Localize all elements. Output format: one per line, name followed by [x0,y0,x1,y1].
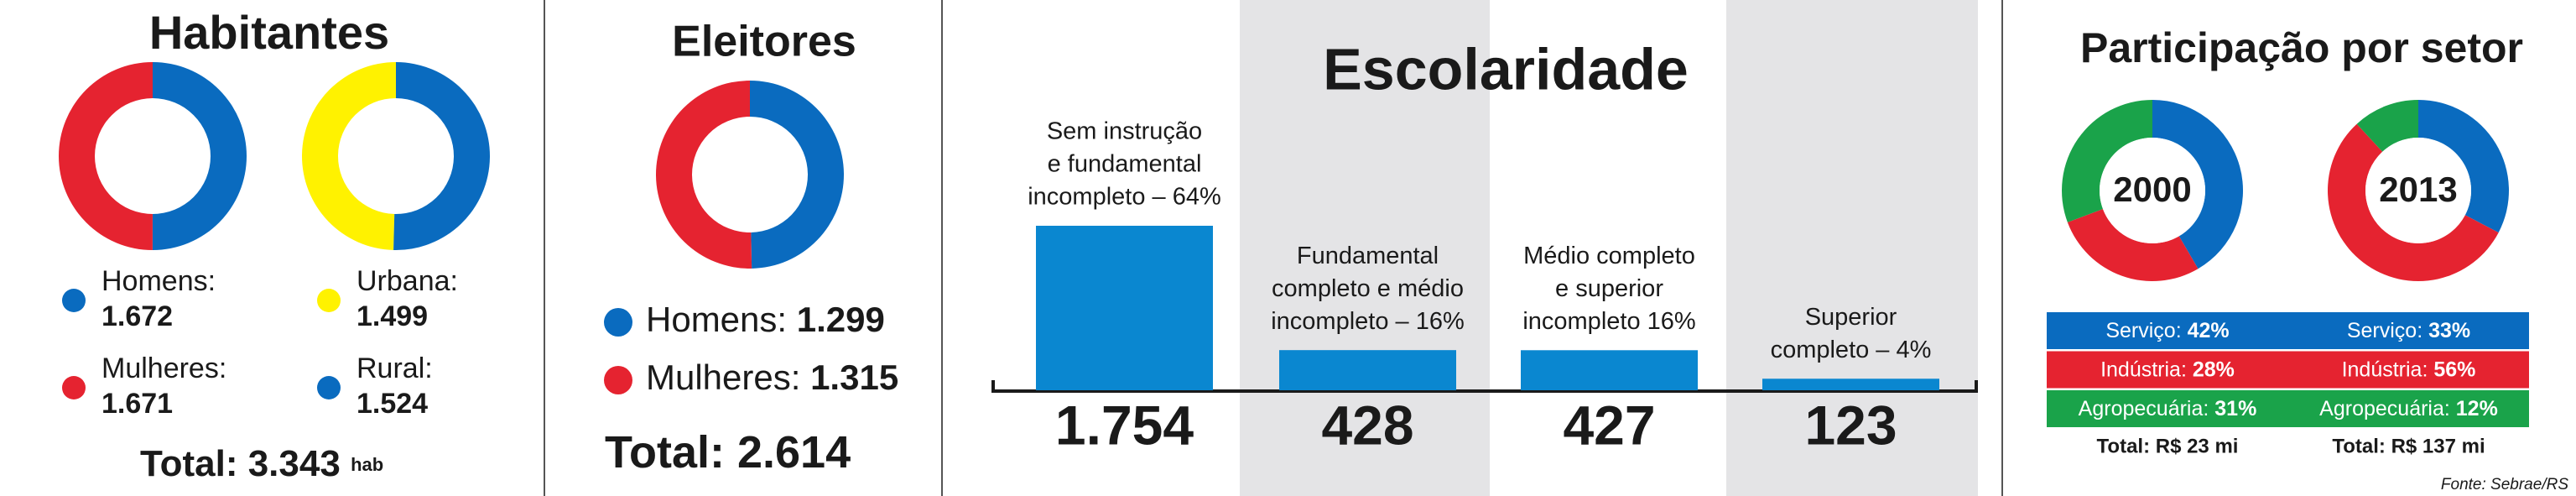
table-entry: Indústria: 56% [2342,358,2476,381]
legend-value: 1.299 [797,300,885,339]
category-label: completo – 4% [1771,337,1932,363]
panel-title: Eleitores [672,18,856,66]
donut-slice [655,81,752,269]
table-entry: Agropecuária: 31% [2079,397,2257,420]
donut-slice [302,62,396,250]
category-label: e superior [1555,275,1663,302]
category-label: Superior [1805,304,1897,331]
value-label: 428 [1321,394,1413,456]
legend-label: Rural: [356,352,433,384]
table-row [2047,312,2288,349]
donut-slice [59,62,153,250]
donut-slice [2328,123,2499,281]
legend-label: Mulheres: [646,358,800,397]
table-entry: Indústria: 28% [2100,358,2235,381]
table-value: 28% [2193,358,2235,381]
total-value: Total: 3.343 [140,443,341,484]
table-label: Serviço: [2105,319,2181,342]
table-value: 33% [2428,319,2470,342]
table-label: Agropecuária: [2319,397,2450,420]
source: Fonte: Sebrae/RS [2441,476,2568,493]
category-label: completo e médio [1272,275,1464,302]
legend-dot [62,376,86,399]
pie-total: Total: R$ 137 mi [2332,435,2485,457]
pie-total: Total: R$ 23 mi [2097,435,2239,457]
table-row [2288,351,2529,389]
donut-slice [152,62,247,250]
legend-label: Mulheres: [101,352,226,384]
donut-center-label: 2000 [2113,170,2191,209]
donut-center-label: 2013 [2379,170,2457,209]
total-value: Total: 2.614 [605,427,851,478]
table-label: Agropecuária: [2079,397,2209,420]
table-label: Serviço: [2347,319,2422,342]
legend-label: Urbana: [356,265,458,297]
category-label: Sem instrução [1047,118,1202,145]
total: Total: 2.614 [605,427,851,478]
panel-title: Escolaridade [1323,36,1689,102]
legend-dot [317,289,341,312]
donut-slice [2152,100,2243,269]
table-value: 56% [2433,358,2475,381]
donut-slice [393,62,491,250]
donut-slice [2062,100,2152,222]
bar [1036,226,1213,390]
table-label: Indústria: [2100,358,2187,381]
table-row [2047,351,2288,389]
legend-entry: Mulheres: 1.315 [646,358,898,397]
legend-value: 1.315 [810,358,898,397]
legend-label: Homens: [101,265,216,297]
total-unit: hab [351,454,383,475]
band [1726,0,1978,496]
category-label: Fundamental [1297,243,1439,269]
bar [1521,350,1698,390]
table-row [2288,312,2529,349]
donut-slice [2418,100,2509,233]
table-entry: Serviço: 42% [2105,319,2229,342]
total: Total: 3.343 hab [140,443,383,484]
value-label: 427 [1563,394,1655,456]
legend-dot [604,308,632,337]
band [1240,0,1490,496]
table-value: 31% [2214,397,2256,420]
donut-slice [2067,209,2199,281]
table-row [2288,390,2529,427]
category-label: e fundamental [1048,151,1202,178]
table-value: 42% [2188,319,2230,342]
category-label: incompleto 16% [1522,308,1695,335]
donut-hole [2100,138,2205,243]
legend-value: 1.671 [101,388,173,420]
legend-dot [317,376,341,399]
table-value: 12% [2456,397,2498,420]
panel-title: Habitantes [149,6,389,59]
bar [1279,350,1456,390]
value-label: 1.754 [1055,394,1194,456]
legend-dot [604,366,632,394]
table-row [2047,390,2288,427]
panel-title: Participação por setor [2080,24,2523,71]
legend-entry: Homens: 1.299 [646,300,885,339]
legend-dot [62,289,86,312]
category-label: incompleto – 16% [1271,308,1465,335]
table-label: Indústria: [2342,358,2428,381]
legend-value: 1.524 [356,388,428,420]
donut-hole [2365,138,2471,243]
legend-value: 1.672 [101,300,173,332]
table-entry: Serviço: 33% [2347,319,2470,342]
legend-value: 1.499 [356,300,428,332]
category-label: Médio completo [1523,243,1695,269]
value-label: 123 [1804,394,1897,456]
table-entry: Agropecuária: 12% [2319,397,2498,420]
legend-label: Homens: [646,300,787,339]
donut-slice [2356,100,2418,152]
bar [1762,379,1939,390]
donut-slice [750,81,844,269]
category-label: incompleto – 64% [1028,184,1221,211]
